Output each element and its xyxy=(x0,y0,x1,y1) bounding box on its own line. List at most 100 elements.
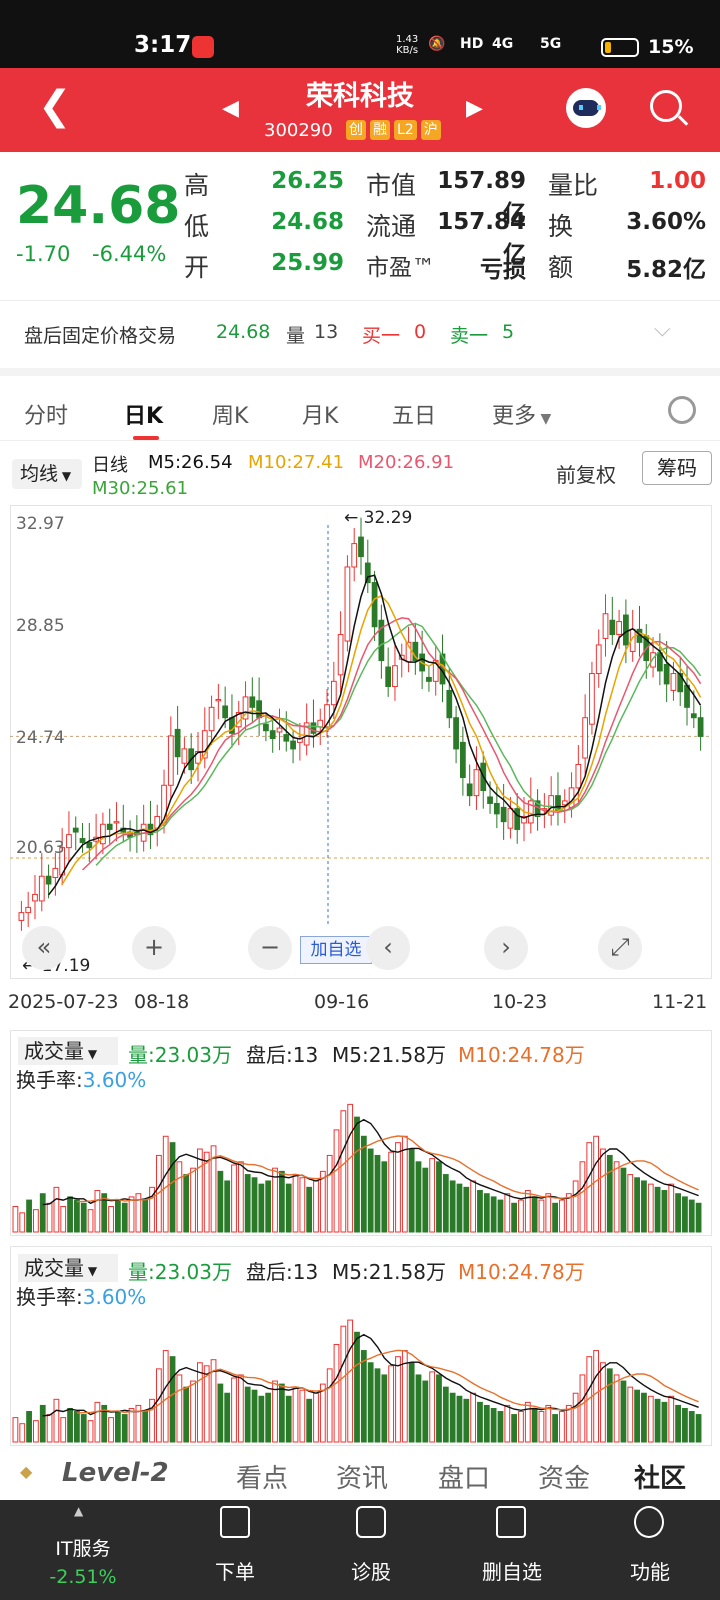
zoom-in-icon[interactable]: + xyxy=(132,926,176,970)
order-icon[interactable] xyxy=(220,1506,250,1538)
gear-icon[interactable] xyxy=(668,396,696,424)
tag-chuang: 创 xyxy=(346,120,366,140)
section-divider xyxy=(0,368,720,376)
candle-body xyxy=(385,666,392,688)
tab-intraday[interactable]: 分时 xyxy=(24,404,69,429)
volume-bar xyxy=(169,1356,176,1443)
volume-bar xyxy=(600,1148,606,1233)
tab-weekly-k[interactable]: 周K xyxy=(212,404,249,429)
volume-bar xyxy=(559,1199,565,1233)
prev-stock-icon[interactable]: ◀ xyxy=(222,96,239,121)
menu-icon[interactable] xyxy=(634,1506,664,1538)
volume-value: 量:23.03万 xyxy=(128,1043,232,1067)
volume-bar xyxy=(490,1407,497,1443)
volume-bar xyxy=(565,1404,572,1443)
volume-bar xyxy=(33,1420,39,1443)
volume-bar xyxy=(340,1110,347,1233)
kline-chart[interactable] xyxy=(10,505,712,979)
nav-diagnose[interactable]: 诊股 xyxy=(351,1560,391,1584)
volume-bar xyxy=(224,1392,231,1443)
volume-bar xyxy=(326,1368,333,1443)
candle-body xyxy=(670,673,677,691)
scroll-right-icon[interactable]: › xyxy=(484,926,528,970)
tab-monthly-k[interactable]: 月K xyxy=(302,404,339,429)
app-notification-icon xyxy=(192,36,214,58)
float-value: 157.84亿 xyxy=(437,209,526,268)
volume-bar xyxy=(456,1183,463,1233)
candle-body xyxy=(616,621,622,636)
volume-bar xyxy=(463,1186,470,1233)
candle-body xyxy=(351,543,358,568)
volume-bar xyxy=(244,1174,251,1233)
volume-bar xyxy=(360,1135,367,1233)
turnover-value: 3.60% xyxy=(626,209,706,235)
nav-order[interactable]: 下单 xyxy=(215,1560,255,1584)
fullscreen-icon[interactable]: ⤢ xyxy=(598,926,642,970)
candle-body xyxy=(337,634,344,676)
scroll-left-icon[interactable]: ‹ xyxy=(366,926,410,970)
sector-name[interactable]: IT服务 xyxy=(55,1538,111,1560)
tab-news[interactable]: 资讯 xyxy=(336,1464,389,1494)
volume-bar xyxy=(203,1365,210,1443)
candle-body xyxy=(514,808,521,830)
volume-bar xyxy=(456,1395,463,1443)
back-icon[interactable]: ❮ xyxy=(38,83,72,129)
volume-bar xyxy=(497,1199,504,1233)
volume-bar xyxy=(483,1404,490,1443)
tab-five-day[interactable]: 五日 xyxy=(392,404,437,429)
rewind-icon[interactable]: « xyxy=(22,926,66,970)
adjust-mode[interactable]: 前复权 xyxy=(556,463,616,487)
volume-bar xyxy=(155,1154,162,1233)
volume-bar xyxy=(518,1199,524,1233)
tab-level2[interactable]: Level-2 xyxy=(62,1458,169,1488)
indicator-select-2[interactable]: 成交量 ▼ xyxy=(18,1254,118,1282)
candle-body xyxy=(460,741,466,778)
hd-badge: HD xyxy=(460,36,484,52)
afterhours-row[interactable]: 盘后固定价格交易 24.68 量 13 买一 0 卖一 5 ⌵ xyxy=(0,300,720,368)
volume-bar xyxy=(203,1151,210,1233)
stock-name: 荣科科技 xyxy=(306,81,414,112)
candle-body xyxy=(656,652,663,672)
ma-select[interactable]: 均线 ▼ xyxy=(12,459,82,489)
nav-remove-watchlist[interactable]: 删自选 xyxy=(482,1560,542,1584)
y-tick-label: 20.63 xyxy=(16,838,65,858)
volume-bar xyxy=(39,1193,46,1233)
volume-bar xyxy=(613,1161,620,1233)
volume-bar xyxy=(299,1177,306,1233)
ai-robot-icon[interactable] xyxy=(566,88,606,128)
candle-body xyxy=(521,815,527,824)
volume-bar xyxy=(668,1395,675,1443)
volume-bar xyxy=(695,1414,702,1443)
nav-functions[interactable]: 功能 xyxy=(630,1560,670,1584)
stock-tags: 创 融 L2 沪 xyxy=(346,120,441,140)
volume-bar xyxy=(67,1407,73,1443)
x-tick-label: 09-16 xyxy=(314,991,370,1013)
tab-community[interactable]: 社区 xyxy=(634,1464,687,1494)
volume-bar xyxy=(586,1142,593,1233)
volume-bar xyxy=(183,1174,190,1233)
volume-bar xyxy=(675,1404,681,1443)
volume-chart-2[interactable] xyxy=(10,1304,712,1446)
volume-bar xyxy=(12,1417,19,1443)
chips-button[interactable]: 筹码 xyxy=(642,451,712,485)
diagnose-icon[interactable] xyxy=(356,1506,386,1538)
volume-bar xyxy=(80,1202,87,1233)
search-icon[interactable] xyxy=(650,90,682,122)
tab-daily-k[interactable]: 日K xyxy=(124,404,164,429)
caret-up-icon[interactable]: ▲ xyxy=(74,1504,84,1518)
tab-highlights[interactable]: 看点 xyxy=(236,1464,289,1494)
tab-funds[interactable]: 资金 xyxy=(538,1464,591,1494)
indicator-select[interactable]: 成交量 ▼ xyxy=(18,1037,118,1065)
tab-more[interactable]: 更多 ▼ xyxy=(492,404,552,429)
remove-watchlist-icon[interactable] xyxy=(496,1506,526,1538)
next-stock-icon[interactable]: ▶ xyxy=(466,96,483,121)
volume-bar xyxy=(347,1103,354,1233)
volume-bar xyxy=(285,1183,292,1233)
add-watchlist-button[interactable]: 加自选 xyxy=(300,936,372,964)
volume-bar xyxy=(627,1386,634,1443)
volume-chart[interactable] xyxy=(10,1088,712,1236)
tab-orderbook[interactable]: 盘口 xyxy=(438,1464,491,1494)
candle-body xyxy=(201,730,208,759)
zoom-out-icon[interactable]: − xyxy=(248,926,292,970)
chevron-down-icon[interactable]: ⌵ xyxy=(654,317,671,342)
